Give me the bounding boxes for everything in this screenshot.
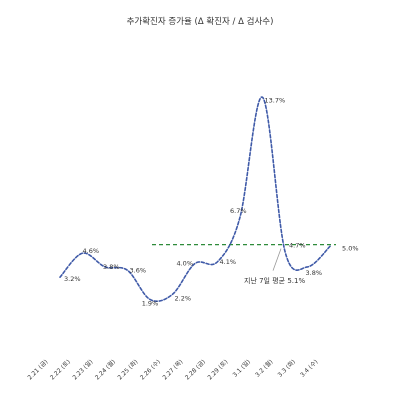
series-line-group xyxy=(59,96,331,302)
x-tick-label: 2.26 (수) xyxy=(139,358,162,381)
data-label: 6.7% xyxy=(230,207,247,215)
x-tick-label: 2.21 (금) xyxy=(26,358,49,381)
x-tick-label-group: 2.21 (금) 2.22 (토) 2.23 (일) 2.24 (월) 2.25 (화)… xyxy=(26,358,319,382)
data-label: 4.7% xyxy=(289,241,306,249)
data-label: 3.8% xyxy=(306,269,323,277)
data-label: 3.6% xyxy=(130,266,147,274)
data-label-group: 3.2%4.6%3.8% 3.6%1.9%2.2%4.0% 4.1%6.7%13.7… xyxy=(64,96,359,307)
x-tick-label: 2.29 (토) xyxy=(206,358,229,381)
x-tick-label: 2.24 (월) xyxy=(93,358,117,382)
x-tick-label: 3.2 (월) xyxy=(253,358,274,379)
x-tick-label: 2.23 (일) xyxy=(71,358,95,382)
annotation-leader xyxy=(272,248,282,271)
reference-annotation: 지난 7일 평균 5.1% xyxy=(244,276,305,285)
data-label: 3.8% xyxy=(103,263,120,271)
x-tick-label: 3.4 (수) xyxy=(299,358,319,378)
x-tick-label: 2.28 (금) xyxy=(184,358,207,381)
data-label: 13.7% xyxy=(265,96,286,104)
data-label: 4.1% xyxy=(220,258,237,266)
x-tick-label: 2.22 (토) xyxy=(49,358,72,381)
data-label: 3.2% xyxy=(64,275,81,283)
x-tick-label: 2.25 (화) xyxy=(116,358,139,381)
chart-title: 추가확진자 증가율 (Δ 확진자 / Δ 검사수) xyxy=(127,16,274,27)
data-label: 2.2% xyxy=(175,294,192,302)
data-label: 4.6% xyxy=(83,247,100,255)
data-label: 5.0% xyxy=(342,244,359,252)
x-tick-label: 2.27 (목) xyxy=(161,358,184,381)
x-tick-label: 3.3 (화) xyxy=(277,358,297,378)
data-label: 1.9% xyxy=(142,299,159,307)
data-label: 4.0% xyxy=(176,259,193,267)
series-line xyxy=(59,96,331,302)
x-tick-label: 3.1 (일) xyxy=(231,358,252,379)
